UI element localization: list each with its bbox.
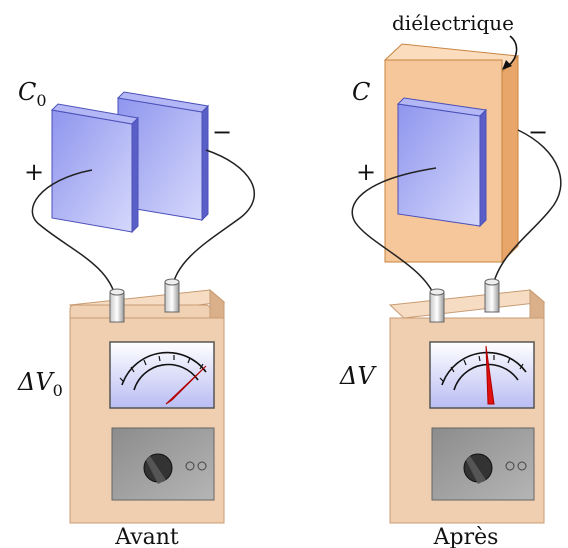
- dielectric-block: [383, 43, 520, 264]
- voltage-label: ΔV0: [17, 368, 63, 400]
- voltmeter: [388, 278, 546, 524]
- dielectric-arrow: [507, 35, 518, 67]
- terminal-right: [164, 278, 180, 313]
- wire-positive: [351, 167, 437, 301]
- meter-needle: [165, 365, 207, 405]
- wire-positive: [31, 169, 117, 301]
- caption-apres: Après: [433, 525, 499, 548]
- capacitor-label: C: [352, 78, 370, 106]
- plus-sign: +: [356, 158, 376, 186]
- terminal-left: [109, 288, 125, 323]
- right-setup: diélectrique C + − ΔV Après: [339, 11, 562, 548]
- back-plate: [116, 91, 210, 222]
- dielectric-label: diélectrique: [392, 11, 514, 35]
- minus-sign: −: [212, 118, 232, 146]
- caption-avant: Avant: [114, 525, 179, 548]
- minus-sign: −: [528, 118, 548, 146]
- wire-negative: [171, 149, 255, 291]
- terminal-left: [429, 288, 445, 323]
- plus-sign: +: [24, 158, 44, 186]
- left-setup: C0 + − ΔV0 Avant: [17, 78, 255, 548]
- meter-face: [109, 341, 215, 409]
- meter-face: [429, 341, 535, 409]
- capacitor-label: C0: [18, 78, 47, 110]
- voltmeter: [68, 278, 226, 524]
- wire-negative: [491, 129, 562, 291]
- meter-needle: [485, 345, 495, 405]
- voltage-label: ΔV: [339, 362, 377, 390]
- terminal-right: [484, 278, 500, 313]
- front-plate: [50, 103, 140, 234]
